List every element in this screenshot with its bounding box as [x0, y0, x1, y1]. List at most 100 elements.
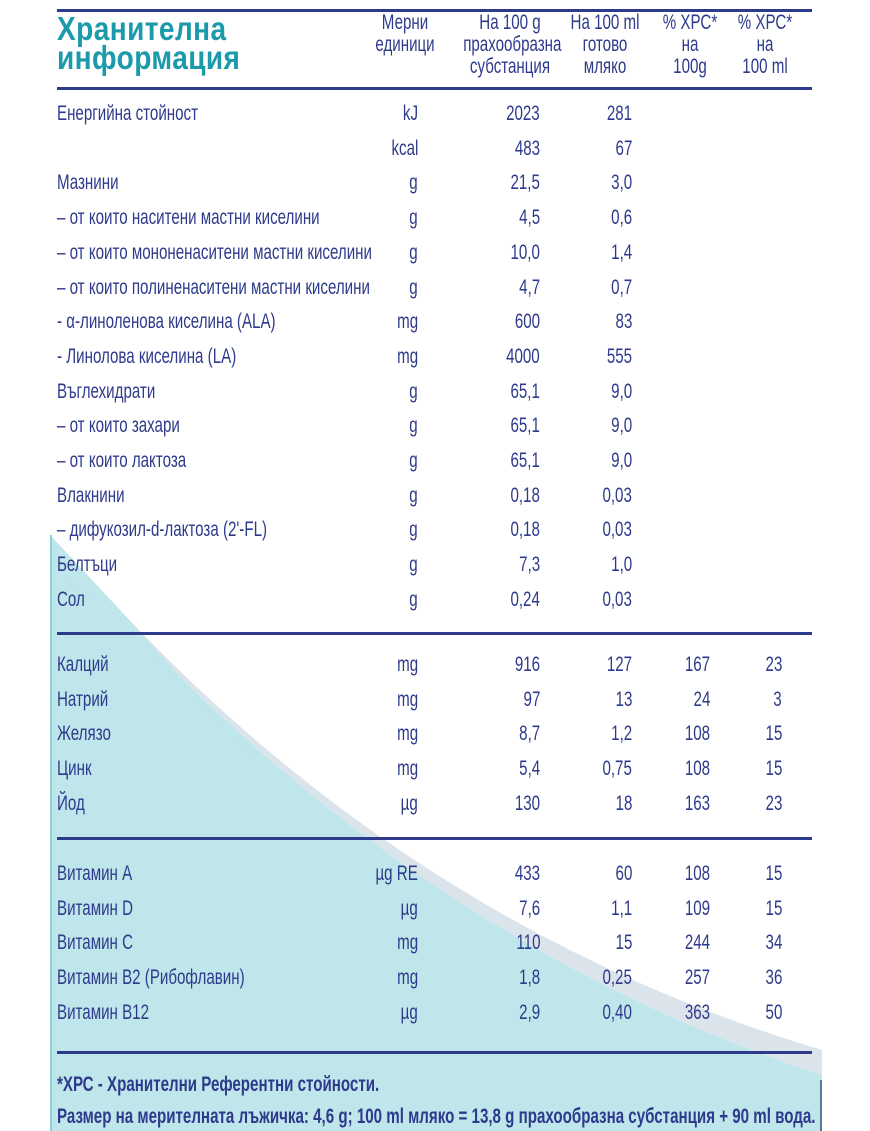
nutrient-name: – от които мононенаситени мастни киселин… — [57, 240, 372, 264]
value-per-100ml: 0,7 — [610, 275, 632, 299]
value-per-100g: 2,9 — [518, 1000, 540, 1024]
nutrient-name: Желязо — [57, 722, 111, 746]
value-per-100g: 4,5 — [518, 206, 540, 230]
value-per-100ml: 13 — [615, 687, 632, 711]
nutrient-name: Натрий — [57, 687, 109, 711]
unit: µg RE — [375, 862, 418, 885]
value-per-100g: 2023 — [506, 102, 540, 125]
nutrient-name: Цинк — [57, 757, 92, 781]
value-per-100g: 5,4 — [518, 757, 540, 781]
nutrient-name: Витамин D — [57, 896, 134, 920]
value-per-100g: 4,7 — [518, 275, 540, 299]
value-per-100ml: 83 — [615, 310, 632, 334]
nutrient-name: – от които лактоза — [57, 449, 187, 472]
unit: g — [409, 379, 418, 403]
unit: mg — [396, 722, 418, 746]
rda-per-100ml: 15 — [765, 896, 782, 920]
value-per-100ml: 60 — [615, 862, 632, 885]
unit: kJ — [402, 102, 418, 125]
unit: mg — [396, 344, 418, 368]
value-per-100g: 483 — [514, 136, 540, 160]
value-per-100g: 600 — [514, 310, 540, 334]
rda-per-100ml: 36 — [765, 966, 782, 990]
unit: mg — [396, 310, 418, 334]
value-per-100g: 65,1 — [510, 414, 540, 438]
unit: mg — [396, 757, 418, 781]
value-per-100ml: 18 — [615, 791, 632, 815]
value-per-100g: 7,3 — [518, 553, 540, 577]
value-per-100g: 97 — [523, 687, 540, 711]
value-per-100g: 7,6 — [518, 896, 540, 920]
rda-per-100g: 108 — [684, 862, 710, 885]
title-line-1: Хранителна — [57, 10, 227, 47]
value-per-100ml: 15 — [615, 931, 632, 955]
unit: g — [409, 240, 418, 264]
unit: kcal — [391, 136, 418, 160]
value-per-100ml: 0,25 — [602, 966, 632, 990]
title-line-2: информация — [57, 39, 241, 76]
unit: µg — [400, 1000, 418, 1024]
value-per-100ml: 0,75 — [602, 757, 632, 781]
value-per-100g: 8,7 — [518, 722, 540, 746]
unit: mg — [396, 931, 418, 955]
value-per-100ml: 127 — [606, 653, 632, 676]
nutrient-name: Витамин B2 (Рибофлавин) — [57, 966, 245, 990]
rda-per-100ml: 15 — [765, 722, 782, 746]
rda-per-100g: 24 — [693, 687, 710, 711]
unit: µg — [400, 896, 418, 920]
value-per-100ml: 0,03 — [602, 483, 632, 507]
unit: µg — [400, 791, 418, 815]
unit: g — [409, 206, 418, 230]
rda-per-100ml: 15 — [765, 757, 782, 781]
rda-per-100g: 109 — [684, 896, 710, 920]
rda-per-100g: 163 — [684, 791, 710, 815]
footnote-scoop: Размер на мерителната лъжичка: 4,6 g; 10… — [57, 1105, 816, 1128]
value-per-100g: 110 — [515, 931, 540, 955]
value-per-100ml: 67 — [615, 136, 632, 160]
rda-per-100g: 108 — [684, 757, 710, 781]
nutrient-name: Витамин A — [57, 862, 133, 885]
unit: g — [409, 414, 418, 438]
value-per-100ml: 9,0 — [610, 449, 632, 472]
value-per-100g: 0,18 — [510, 483, 540, 507]
value-per-100g: 21,5 — [510, 171, 540, 195]
nutrient-name: Калций — [57, 653, 109, 676]
value-per-100ml: 0,03 — [602, 518, 632, 542]
nutrient-name: Витамин B12 — [57, 1000, 149, 1024]
nutrient-name: – от които полиненаситени мастни киселин… — [57, 275, 370, 299]
value-per-100g: 433 — [514, 862, 540, 885]
value-per-100ml: 1,1 — [610, 896, 632, 920]
header-per-100g: На 100 g прахообразна субстанция — [463, 11, 562, 78]
rda-per-100g: 363 — [684, 1000, 710, 1024]
value-per-100g: 1,8 — [518, 966, 540, 990]
value-per-100ml: 9,0 — [610, 379, 632, 403]
value-per-100g: 65,1 — [510, 449, 540, 472]
unit: mg — [396, 687, 418, 711]
unit: g — [409, 449, 418, 472]
rda-per-100g: 167 — [684, 653, 710, 676]
value-per-100g: 65,1 — [510, 379, 540, 403]
unit: g — [409, 483, 418, 507]
value-per-100ml: 555 — [606, 344, 632, 368]
nutrient-name: Влакнини — [57, 483, 125, 507]
value-per-100ml: 1,4 — [610, 240, 632, 264]
nutrient-name: - α-линоленова киселина (ALA) — [57, 310, 276, 334]
rda-per-100g: 108 — [684, 722, 710, 746]
unit: g — [409, 587, 418, 611]
value-per-100ml: 1,0 — [610, 553, 632, 577]
rda-per-100ml: 50 — [765, 1000, 782, 1024]
header-per-100ml: На 100 ml готово мляко — [570, 11, 640, 78]
section-rule — [57, 632, 812, 635]
nutrient-name: Енергийна стойност — [57, 102, 199, 125]
unit: mg — [396, 966, 418, 990]
rda-per-100ml: 23 — [765, 653, 782, 676]
value-per-100g: 0,18 — [510, 518, 540, 542]
rda-per-100ml: 3 — [773, 687, 782, 711]
value-per-100g: 10,0 — [510, 240, 540, 264]
footnote-rda: *ХРС - Хранителни Референтни стойности. — [57, 1073, 380, 1096]
footer-rule — [57, 1051, 812, 1054]
nutrient-name: – от които наситени мастни киселини — [57, 206, 320, 230]
value-per-100g: 0,24 — [510, 587, 540, 611]
rda-per-100g: 257 — [684, 966, 710, 990]
